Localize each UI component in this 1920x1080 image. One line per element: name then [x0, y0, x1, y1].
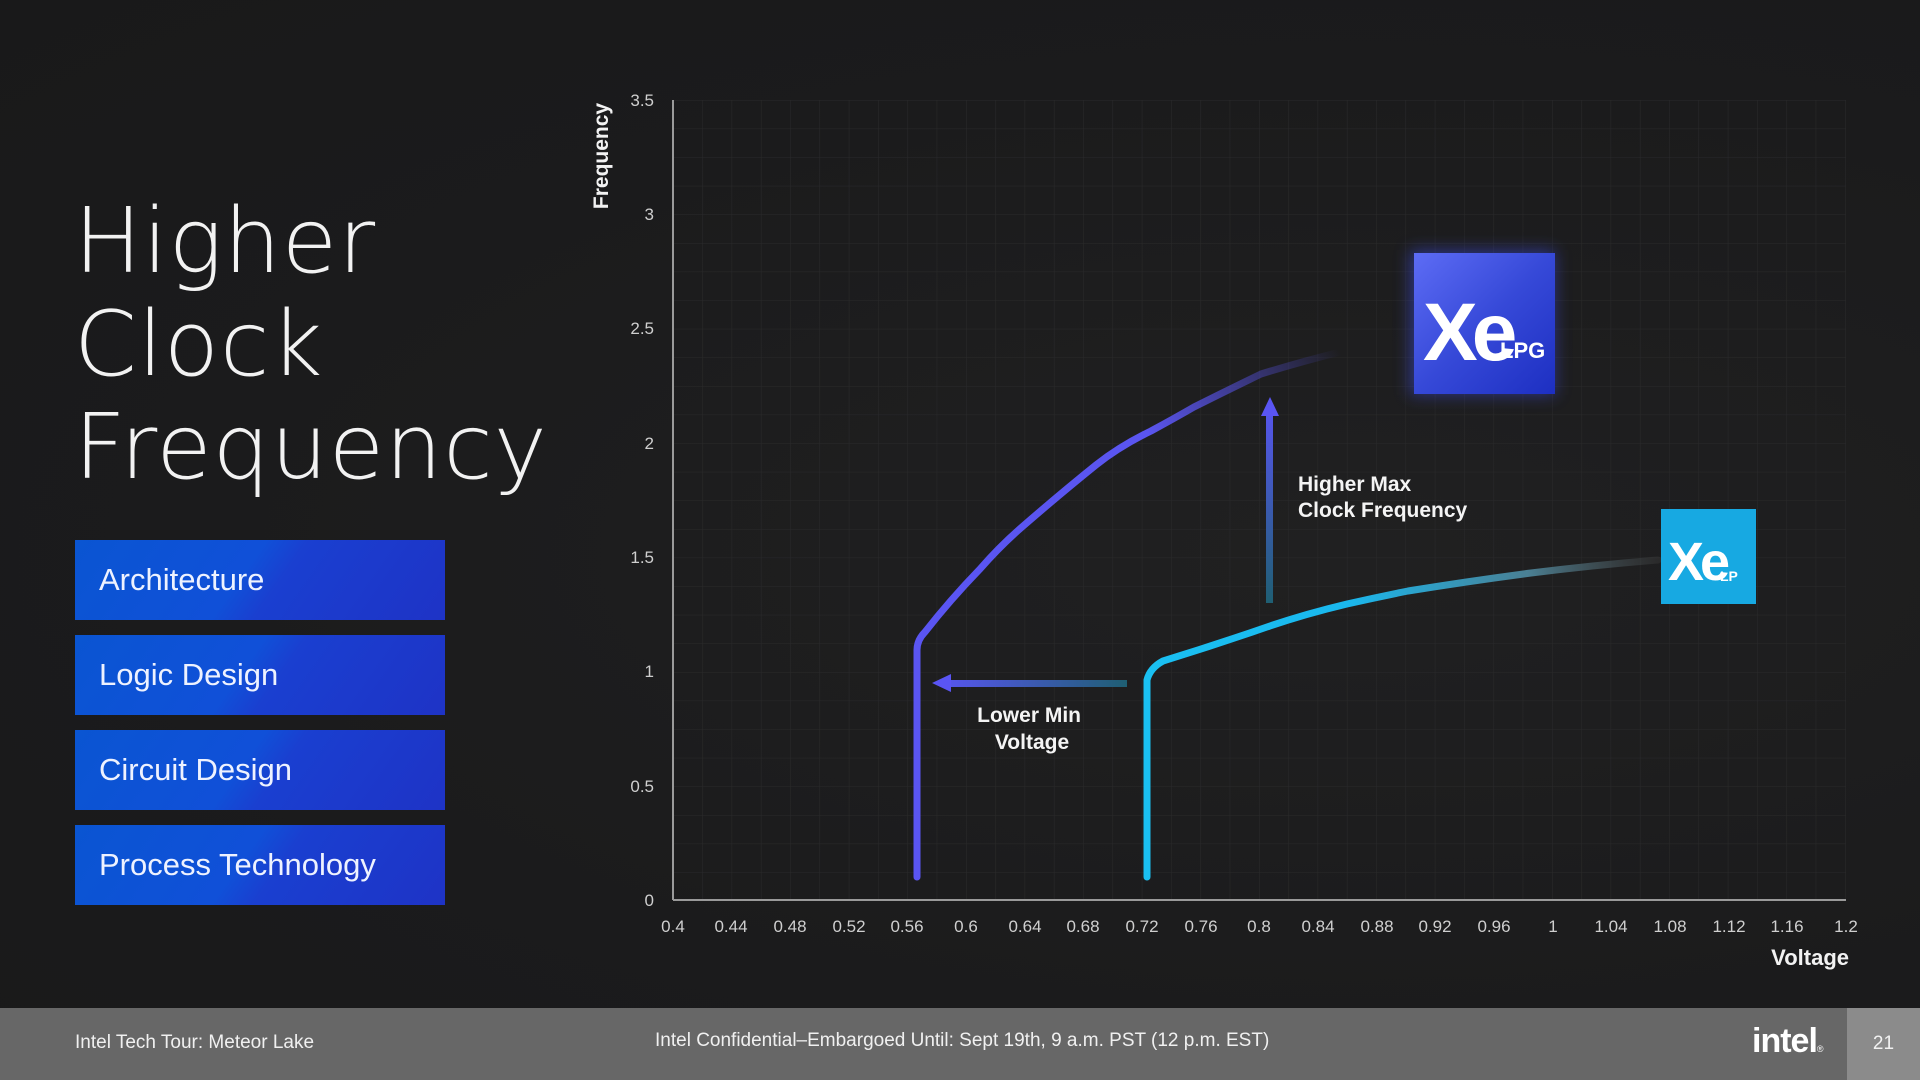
xe-lp-curve	[1143, 556, 1662, 881]
x-tick: 1	[1548, 917, 1557, 936]
title-line-1: Higher	[74, 189, 377, 294]
xe-lp-badge-main: Xe	[1668, 532, 1729, 592]
title-line-3: Frequency	[74, 395, 548, 500]
x-tick: 0.96	[1477, 917, 1510, 936]
x-tick: 0.52	[832, 917, 865, 936]
page-number: 21	[1872, 1033, 1895, 1054]
x-axis-label: Voltage	[1771, 945, 1849, 970]
x-tick: 0.8	[1247, 917, 1271, 936]
x-tick: 0.6	[954, 917, 978, 936]
x-tick: 1.16	[1770, 917, 1803, 936]
higher-max-line-1: Higher Max	[1298, 473, 1412, 496]
page-number-box: 21	[1847, 1008, 1920, 1080]
xe-lpg-badge-sub: LPG	[1500, 338, 1545, 363]
higher-max-line-2: Clock Frequency	[1298, 499, 1468, 522]
xe-lpg-badge: Xe LPG	[1410, 250, 1555, 395]
x-tick: 1.04	[1594, 917, 1627, 936]
lower-min-label: Lower Min Voltage	[977, 704, 1087, 754]
footer-embargo-notice: Intel Confidential–Embargoed Until: Sept…	[655, 1030, 1270, 1051]
x-tick: 0.76	[1184, 917, 1217, 936]
lower-min-line-2: Voltage	[995, 731, 1069, 754]
y-tick: 1	[645, 662, 654, 681]
y-tick: 1.5	[630, 548, 654, 567]
registered-mark: ®	[1816, 1044, 1824, 1054]
xe-lp-badge-sub: LP	[1720, 568, 1738, 584]
pillar-process-technology: Process Technology	[75, 825, 445, 905]
x-tick: 0.92	[1418, 917, 1451, 936]
intel-logo: intel®	[1752, 1022, 1823, 1061]
pillar-architecture: Architecture	[75, 540, 445, 620]
y-axis-label: Frequency	[590, 103, 613, 210]
x-tick: 1.08	[1653, 917, 1686, 936]
intel-logo-text: intel	[1752, 1022, 1818, 1060]
y-tick: 3.5	[630, 91, 654, 110]
x-tick: 0.4	[661, 917, 685, 936]
x-tick: 0.88	[1360, 917, 1393, 936]
xe-lpg-curve	[913, 348, 1344, 881]
x-tick: 0.48	[773, 917, 806, 936]
x-tick: 0.56	[890, 917, 923, 936]
y-tick: 2	[645, 434, 654, 453]
pillar-logic-design: Logic Design	[75, 635, 445, 715]
x-tick: 0.84	[1301, 917, 1334, 936]
y-tick-labels: 0 0.5 1 1.5 2 2.5 3 3.5	[630, 91, 654, 910]
lower-min-arrow	[932, 674, 1127, 692]
lower-min-line-1: Lower Min	[977, 704, 1081, 727]
frequency-voltage-chart: Frequency 0 0.5 1 1.5 2 2.5 3 3.5 0.4 0.…	[590, 91, 1858, 970]
title-line-2: Clock	[74, 292, 324, 397]
y-tick: 0.5	[630, 777, 654, 796]
x-tick: 0.72	[1125, 917, 1158, 936]
y-tick: 3	[645, 205, 654, 224]
x-tick: 1.2	[1834, 917, 1858, 936]
xe-lp-badge: Xe LP	[1661, 509, 1756, 604]
higher-max-label: Higher Max Clock Frequency	[1298, 473, 1468, 522]
x-tick: 1.12	[1712, 917, 1745, 936]
xe-lpg-badge-main: Xe	[1423, 287, 1515, 378]
pillar-circuit-design: Circuit Design	[75, 730, 445, 810]
y-tick: 0	[645, 891, 654, 910]
footer-bar: Intel Tech Tour: Meteor Lake Intel Confi…	[0, 1008, 1920, 1080]
x-tick: 0.44	[714, 917, 747, 936]
plot-grid	[673, 100, 1846, 900]
footer-event-name: Intel Tech Tour: Meteor Lake	[75, 1032, 315, 1053]
x-tick-labels: 0.4 0.44 0.48 0.52 0.56 0.6 0.64 0.68 0.…	[661, 917, 1858, 936]
slide-title: Higher Clock Frequency	[74, 190, 548, 499]
design-pillars-list: Architecture Logic Design Circuit Design…	[75, 540, 445, 920]
x-tick: 0.68	[1066, 917, 1099, 936]
y-tick: 2.5	[630, 319, 654, 338]
x-tick: 0.64	[1008, 917, 1041, 936]
higher-max-arrow	[1261, 397, 1279, 603]
